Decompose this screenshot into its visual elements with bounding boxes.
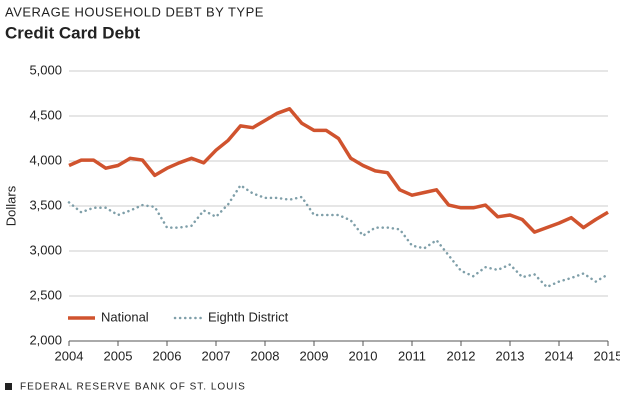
- y-tick-label: 5,000: [29, 62, 62, 77]
- y-axis-label: Dollars: [3, 185, 18, 226]
- y-tick-label: 4,000: [29, 152, 62, 167]
- x-tick-label: 2015: [594, 348, 620, 363]
- x-tick-label: 2009: [300, 348, 329, 363]
- x-tick-label: 2012: [447, 348, 476, 363]
- y-tick-label: 3,000: [29, 242, 62, 257]
- x-tick-label: 2008: [251, 348, 280, 363]
- legend-label: Eighth District: [208, 309, 289, 324]
- series-line: [67, 184, 610, 289]
- source-icon: [5, 383, 12, 390]
- x-tick-label: 2013: [496, 348, 525, 363]
- legend-label: National: [101, 309, 149, 324]
- x-tick-label: 2006: [153, 348, 182, 363]
- x-tick-label: 2014: [545, 348, 574, 363]
- y-tick-label: 4,500: [29, 107, 62, 122]
- x-tick-label: 2011: [398, 348, 426, 363]
- y-tick-label: 2,500: [29, 287, 62, 302]
- chart-subtitle: Credit Card Debt: [5, 23, 140, 42]
- y-tick-label: 2,000: [29, 332, 62, 347]
- source: FEDERAL RESERVE BANK OF ST. LOUIS: [20, 382, 246, 393]
- x-tick-label: 2007: [202, 348, 231, 363]
- y-tick-label: 3,500: [29, 197, 62, 212]
- series-line: [68, 107, 609, 234]
- chart-title: AVERAGE HOUSEHOLD DEBT BY TYPE: [5, 4, 264, 19]
- x-tick-label: 2005: [104, 348, 133, 363]
- x-tick-label: 2010: [349, 348, 378, 363]
- x-tick-label: 2004: [55, 348, 84, 363]
